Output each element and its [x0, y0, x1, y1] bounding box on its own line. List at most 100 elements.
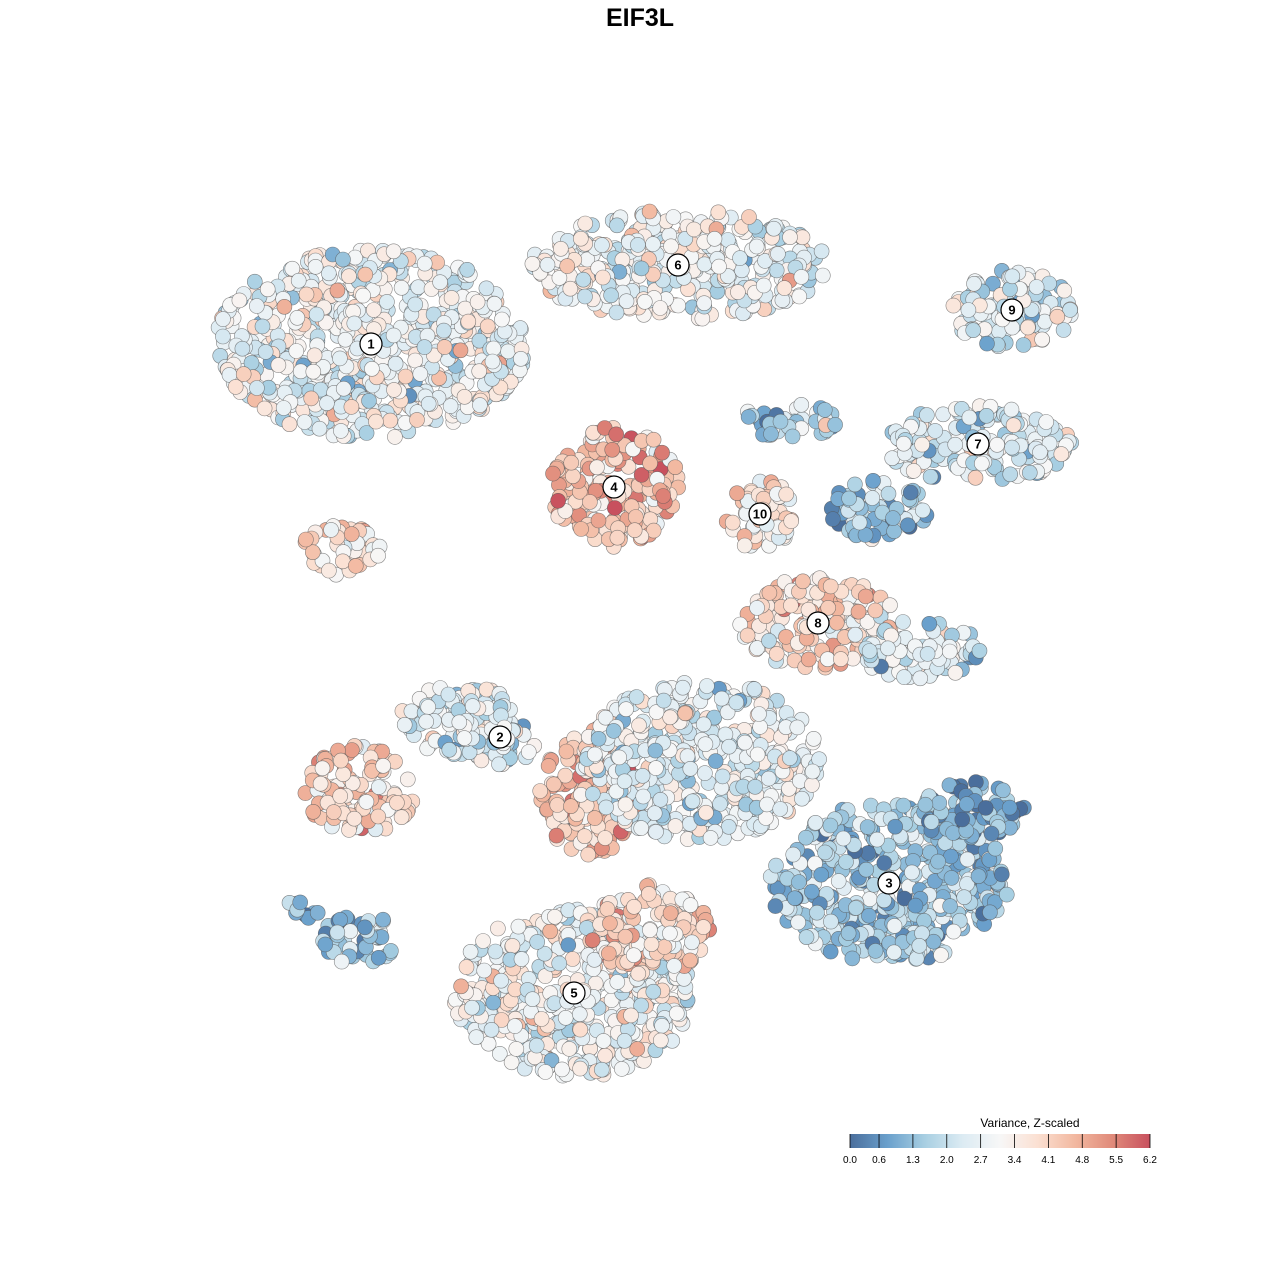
cell-point: [989, 436, 1005, 453]
cell-point: [483, 1022, 500, 1038]
cell-point: [662, 709, 678, 726]
cell-point: [559, 258, 576, 274]
cell-point: [922, 468, 939, 485]
cell-point: [478, 280, 495, 297]
cell-point: [557, 1009, 574, 1026]
cell-point: [793, 396, 810, 413]
cell-point: [832, 651, 849, 667]
cell-point: [412, 366, 429, 382]
cell-point: [281, 416, 298, 433]
cell-point: [582, 494, 598, 510]
cell-point: [634, 767, 651, 784]
cell-point: [342, 923, 359, 940]
cell-point: [793, 269, 810, 285]
cell-point: [540, 758, 557, 774]
cell-point: [652, 791, 669, 808]
legend-tick-label: 0.6: [872, 1155, 886, 1166]
cluster-label-text: 4: [610, 480, 618, 495]
cell-point: [904, 864, 920, 881]
cell-point: [309, 904, 326, 921]
cell-point: [231, 292, 248, 309]
cell-point: [292, 894, 309, 911]
cell-point: [1034, 331, 1050, 348]
cell-point: [711, 258, 727, 275]
cell-point: [305, 803, 322, 820]
cell-point: [768, 857, 784, 874]
cell-point: [699, 678, 715, 694]
cell-point: [396, 716, 413, 733]
cell-point: [337, 331, 354, 348]
cell-point: [609, 217, 625, 234]
cell-point: [880, 485, 897, 502]
cell-point: [835, 830, 852, 847]
cell-point: [595, 269, 611, 286]
cluster-label-9: 9: [1000, 298, 1024, 322]
cell-point: [227, 379, 244, 395]
cell-point: [828, 614, 845, 631]
chart-title: EIF3L: [606, 4, 674, 32]
cell-point: [215, 311, 231, 327]
cell-point: [1001, 799, 1018, 816]
cell-point: [551, 955, 568, 972]
cell-point: [790, 914, 807, 931]
cell-point: [848, 900, 864, 916]
cell-point: [640, 886, 657, 902]
cell-point: [895, 797, 912, 814]
cell-point: [393, 809, 410, 826]
cell-point: [508, 1041, 525, 1057]
legend-tick-label: 3.4: [1008, 1155, 1022, 1166]
cell-point: [628, 689, 645, 705]
cell-point: [636, 293, 653, 310]
cell-point: [970, 868, 987, 885]
cell-point: [370, 779, 387, 795]
cell-point: [861, 907, 877, 924]
cell-point: [333, 752, 349, 769]
cell-point: [807, 814, 824, 831]
cell-point: [695, 716, 712, 733]
color-legend: Variance, Z-scaled 0.0 0.6 1.3 2.0 2.7 3.4 4.1…: [843, 1116, 1157, 1166]
cell-point: [602, 915, 618, 932]
cluster-label-text: 7: [974, 437, 981, 452]
cell-point: [880, 640, 896, 657]
cell-point: [876, 892, 892, 909]
cell-point: [475, 933, 491, 949]
legend-tick-label: 6.2: [1143, 1155, 1157, 1166]
cell-point: [560, 937, 577, 953]
cell-point: [927, 423, 944, 439]
cell-point: [782, 229, 798, 245]
cell-point: [668, 1005, 685, 1022]
cell-point: [739, 627, 756, 644]
cell-point: [617, 796, 634, 813]
cell-point: [1032, 444, 1048, 461]
cell-point: [613, 1061, 630, 1077]
cell-point: [254, 318, 271, 335]
cell-point: [1003, 401, 1020, 418]
cell-point: [606, 500, 623, 516]
cell-point: [577, 288, 593, 305]
cell-point: [215, 328, 231, 345]
cell-point: [571, 1006, 588, 1023]
cell-point: [954, 811, 971, 828]
cluster-label-text: 1: [367, 337, 374, 352]
cell-point: [572, 230, 589, 247]
cell-point: [966, 275, 982, 292]
cell-point: [320, 265, 337, 282]
cell-point: [472, 397, 488, 413]
cell-point: [861, 643, 878, 659]
cell-point: [609, 974, 626, 990]
cell-point: [919, 646, 936, 662]
cell-point: [520, 744, 537, 760]
cell-point: [1028, 279, 1045, 295]
cell-point: [730, 284, 746, 300]
cell-point: [259, 281, 276, 298]
cell-point: [838, 854, 854, 870]
cell-point: [740, 409, 757, 425]
cell-point: [590, 512, 607, 529]
cell-point: [573, 521, 589, 537]
cell-point: [847, 476, 863, 493]
cell-point: [442, 398, 459, 414]
cell-point: [655, 488, 672, 504]
cell-point: [760, 770, 777, 787]
cell-point: [749, 746, 766, 763]
cell-point: [655, 692, 672, 709]
